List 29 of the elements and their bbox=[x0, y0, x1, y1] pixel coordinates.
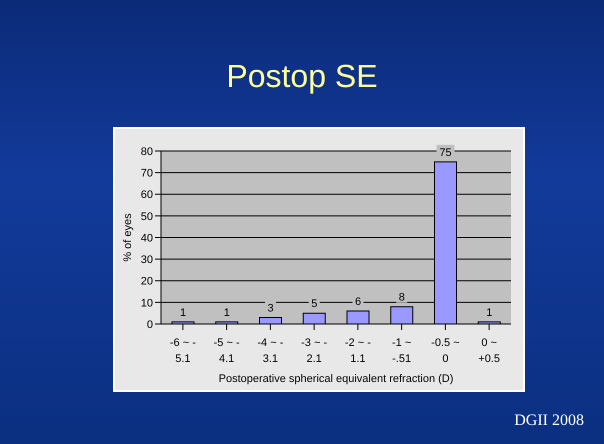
y-tick-label: 0 bbox=[146, 318, 153, 331]
data-label: 6 bbox=[354, 296, 362, 308]
chart-title: Postop SE bbox=[225, 58, 379, 95]
x-axis-title: Postoperative spherical equivalent refraction (D) bbox=[218, 373, 454, 385]
y-tick-label: 60 bbox=[140, 189, 153, 202]
y-tick-label: 80 bbox=[140, 146, 153, 158]
data-label: 8 bbox=[398, 292, 405, 304]
x-tick-label: -3 ~ -2.1 bbox=[301, 337, 328, 365]
x-tick-label: -0.5 ~ 0 bbox=[431, 337, 460, 365]
y-tick-label: 20 bbox=[140, 276, 153, 288]
x-tick-label: -2 ~ -1.1 bbox=[344, 337, 372, 365]
y-tick-label: 70 bbox=[140, 168, 153, 180]
y-tick-label: 50 bbox=[140, 210, 153, 223]
data-label: 5 bbox=[311, 298, 318, 310]
data-label: 1 bbox=[224, 306, 230, 319]
data-label: 75 bbox=[439, 146, 452, 159]
text: DGII 2008 bbox=[514, 412, 584, 430]
data-label: 1 bbox=[486, 306, 492, 319]
y-tick-label: 10 bbox=[140, 297, 153, 310]
x-tick-label: -4 ~ -3.1 bbox=[257, 337, 284, 365]
y-axis-title: % of eyes bbox=[122, 212, 134, 262]
x-tick-label: -5 ~ -4.1 bbox=[214, 337, 240, 365]
data-label: 3 bbox=[267, 302, 274, 315]
x-tick-label: 0 ~ +0.5 bbox=[478, 337, 500, 365]
x-tick-label: -1 ~ -.51 bbox=[392, 337, 412, 365]
y-tick-label: 30 bbox=[140, 254, 153, 266]
x-tick-label: -6 ~ -5.1 bbox=[170, 337, 196, 365]
data-label: 1 bbox=[180, 306, 186, 319]
y-tick-label: 40 bbox=[140, 232, 153, 244]
